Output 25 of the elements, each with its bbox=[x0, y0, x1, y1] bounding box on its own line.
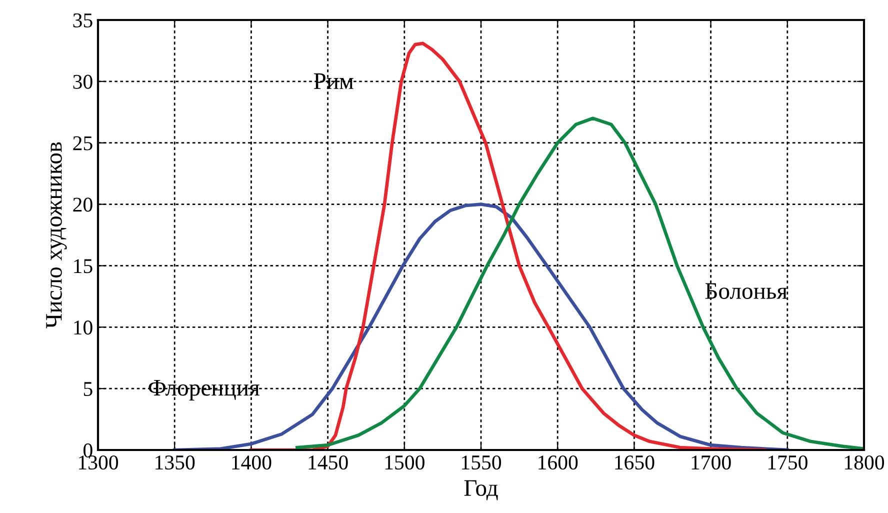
y-axis-title: Число художников bbox=[46, 142, 67, 328]
x-tick-label: 1400 bbox=[232, 455, 272, 470]
y-tick-label: 35 bbox=[73, 13, 92, 28]
series-label: Флоренция bbox=[148, 380, 260, 401]
x-tick-label: 1350 bbox=[156, 455, 195, 470]
x-tick-label: 1300 bbox=[79, 455, 118, 470]
x-tick-label: 1450 bbox=[308, 455, 348, 470]
x-tick-label: 1650 bbox=[615, 455, 654, 470]
x-tick-label: 1600 bbox=[538, 455, 578, 470]
y-tick-label: 25 bbox=[73, 136, 92, 150]
y-tick-label: 0 bbox=[84, 443, 92, 458]
x-tick-label: 1800 bbox=[845, 455, 884, 470]
x-tick-label: 1750 bbox=[768, 455, 808, 470]
x-axis-title: Год bbox=[464, 480, 498, 500]
y-tick-label: 10 bbox=[74, 320, 92, 335]
line-series bbox=[295, 116, 864, 450]
y-tick-label: 30 bbox=[73, 74, 92, 89]
y-tick-label: 15 bbox=[74, 259, 92, 274]
y-tick-label: 5 bbox=[84, 382, 92, 396]
x-tick-label: 1500 bbox=[385, 455, 424, 470]
series-label: Рим bbox=[314, 73, 354, 89]
x-tick-label: 1550 bbox=[462, 455, 502, 470]
y-tick-label: 20 bbox=[73, 198, 92, 212]
series-label: Болонья bbox=[705, 283, 788, 299]
x-tick-label: 1700 bbox=[692, 455, 731, 470]
